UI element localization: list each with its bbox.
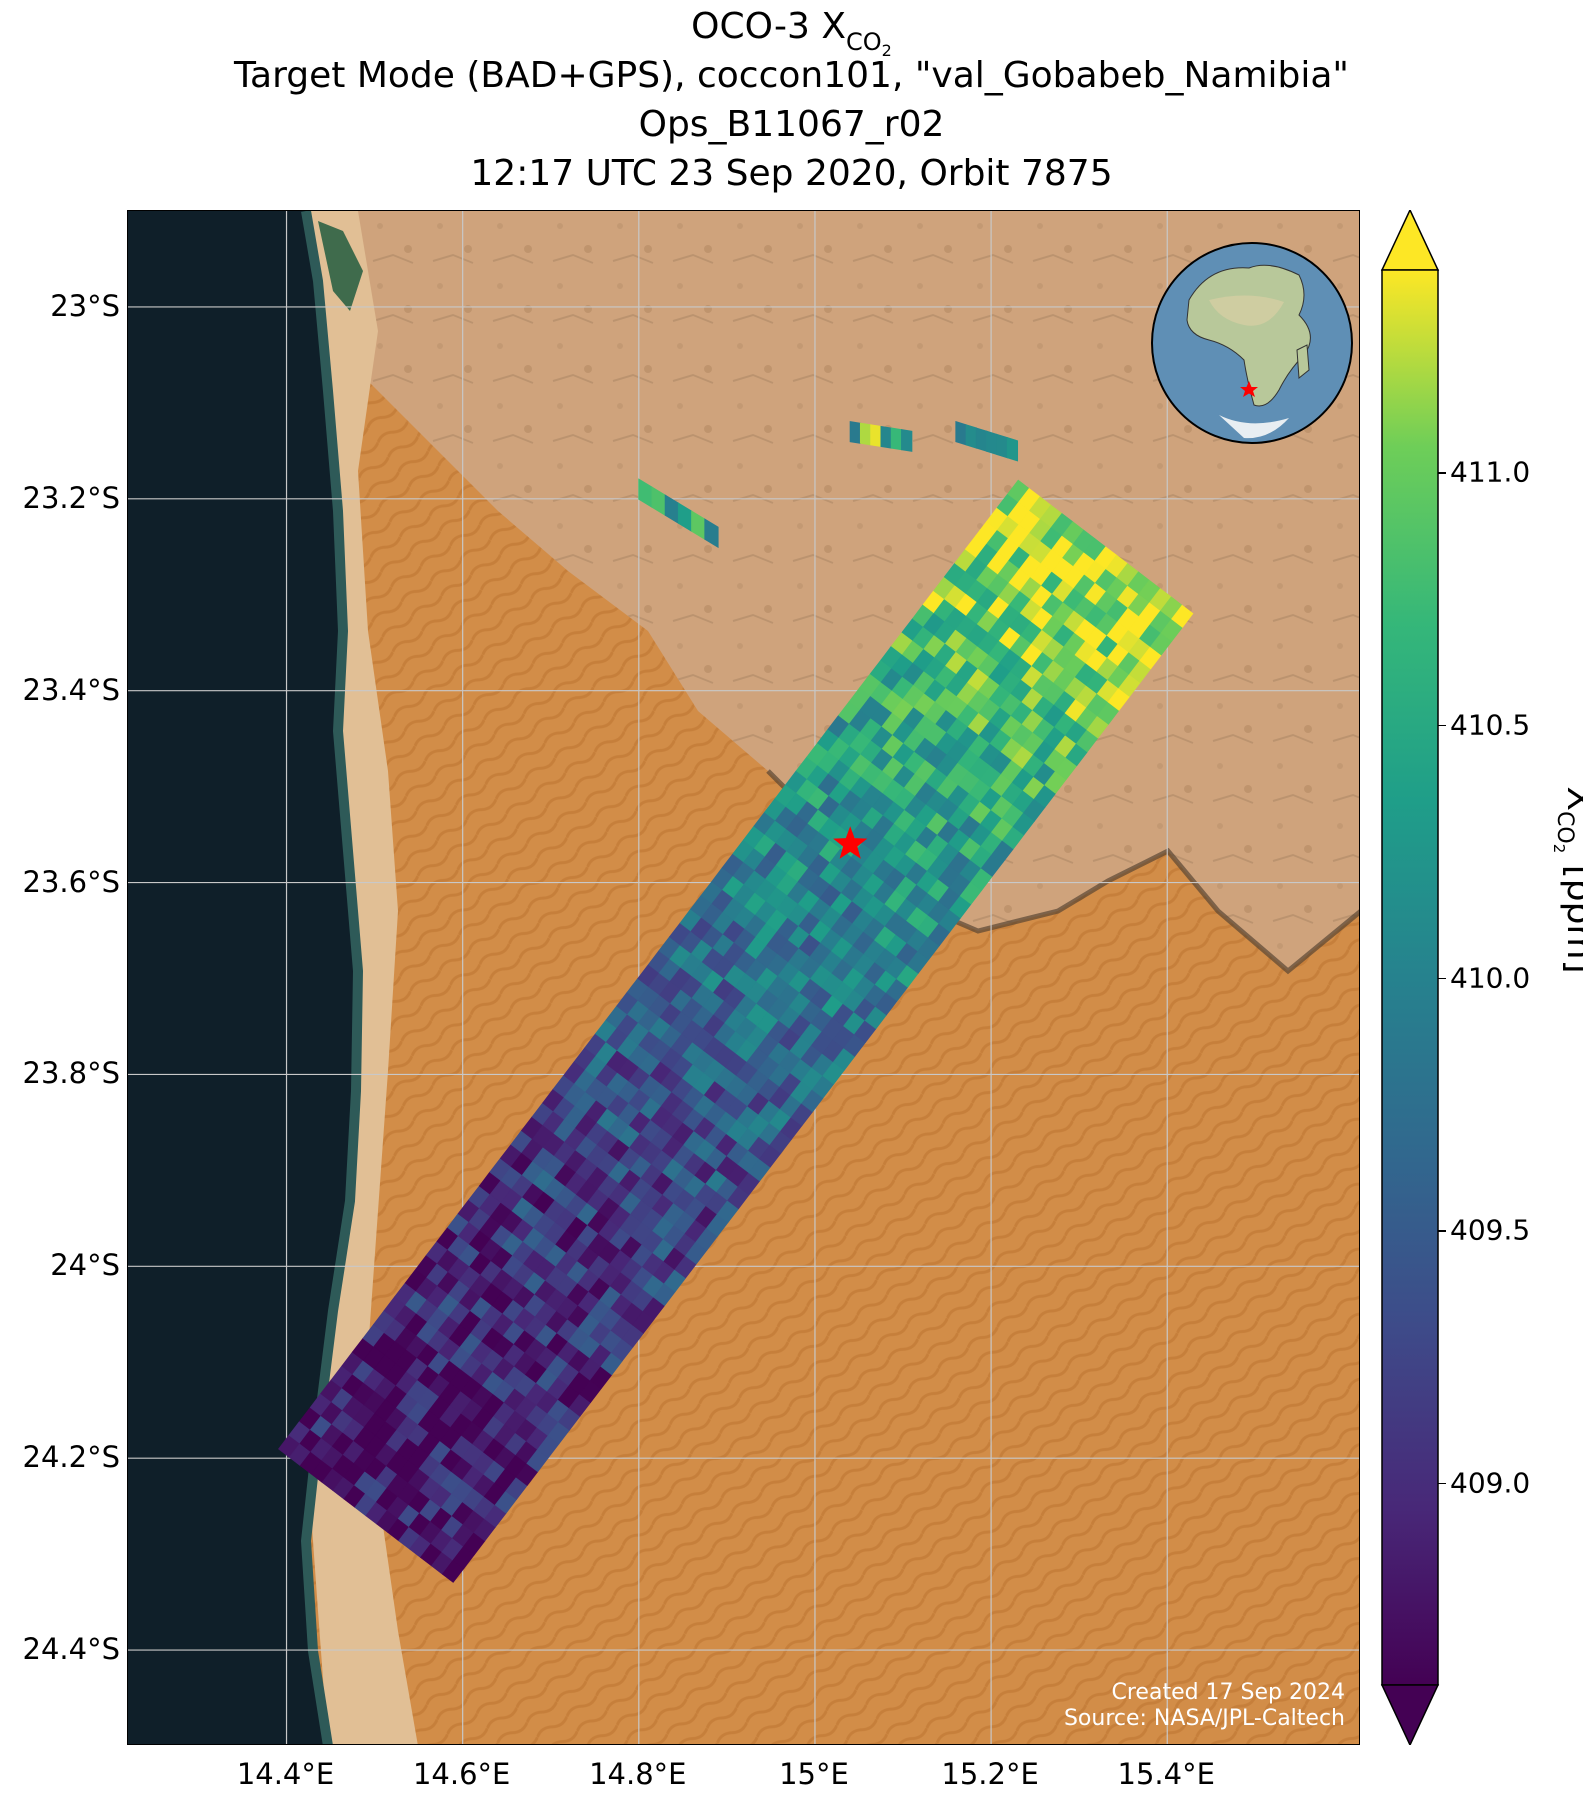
sounding-pixel [1171, 604, 1194, 628]
lat-tick-label: 24°S [50, 1248, 120, 1283]
sounding-pixel [986, 430, 998, 456]
sahara [1209, 295, 1284, 326]
colorbar-tick-label: 409.0 [1450, 1466, 1531, 1500]
colorbar-tick-label: 410.5 [1450, 708, 1531, 742]
lon-tick-label: 14.6°E [412, 1757, 511, 1791]
lat-tick-label: 23°S [50, 288, 120, 323]
colorbar-tick-mark [1438, 977, 1446, 979]
lon-tick-label: 14.8°E [589, 1757, 687, 1791]
sounding-pixel [901, 429, 913, 452]
antarctica [1219, 415, 1289, 439]
colorbar-label: XCO2 [ppm] [1550, 786, 1583, 974]
colorbar-extend-min [1380, 1684, 1440, 1745]
credit-created: Created 17 Sep 2024 [1111, 1680, 1346, 1705]
sounding-pixel [955, 420, 967, 446]
sounding-pixel [880, 425, 892, 449]
sounding-pixel [996, 433, 1008, 459]
colorbar-gradient [1381, 269, 1439, 1686]
colorbar-tick-label: 411.0 [1450, 455, 1531, 489]
colorbar-tick-mark [1438, 1482, 1446, 1485]
colorbar-tick-mark [1438, 472, 1446, 474]
lat-tick-label: 23.6°S [22, 864, 120, 899]
sounding-pixel [890, 427, 903, 451]
ocean [128, 211, 358, 1744]
target-site-star [833, 826, 868, 859]
rocky-plain-texture [328, 211, 1359, 971]
sounding-pixel [704, 518, 719, 549]
colorbar-tick-label: 409.5 [1450, 1213, 1531, 1247]
lon-tick-label: 15.4°E [1117, 1757, 1215, 1791]
credit-source: Source: NASA/JPL-Caltech [1063, 1706, 1345, 1731]
sounding-pixel [975, 427, 988, 452]
globe-inset [1151, 242, 1353, 444]
lat-tick-label: 24.2°S [22, 1440, 120, 1475]
title-line-4: 12:17 UTC 23 Sep 2020, Orbit 7875 [470, 153, 1113, 194]
lon-tick-label: 15.2°E [941, 1757, 1039, 1791]
lat-tick-label: 23.8°S [22, 1056, 120, 1091]
title-line-3: Ops_B11067_r02 [638, 104, 945, 145]
sounding-pixel [849, 421, 861, 444]
colorbar-tick-mark [1438, 724, 1446, 727]
sounding-pixel [859, 422, 872, 446]
sounding-pixel [870, 424, 882, 448]
lat-tick-label: 23.2°S [22, 480, 120, 515]
walvis-bay-lagoon [318, 221, 363, 311]
colorbar-tick-mark [1438, 1230, 1446, 1232]
sounding-pixel [1006, 436, 1019, 462]
colorbar-tick-label: 410.0 [1450, 961, 1531, 994]
lon-tick-label: 15°E [779, 1757, 849, 1791]
coastline [300, 211, 364, 1744]
lat-tick-label: 24.4°S [22, 1632, 120, 1667]
title-line-2: Target Mode (BAD+GPS), coccon101, "val_G… [234, 55, 1349, 96]
madagascar [1296, 344, 1310, 379]
map-panel[interactable]: Created 17 Sep 2024 Source: NASA/JPL-Cal… [127, 210, 1360, 1745]
lat-tick-label: 23.4°S [22, 672, 120, 707]
satellite-basemap [128, 211, 1359, 1744]
colorbar [1380, 210, 1440, 1745]
globe-target-star [1240, 381, 1258, 397]
sounding-pixel [965, 424, 977, 449]
xco2-swath [277, 420, 1194, 1583]
title-line-1: OCO-3 XCO2 [691, 6, 892, 60]
lon-tick-label: 14.4°E [236, 1757, 335, 1791]
colorbar-extend-max [1380, 210, 1440, 271]
